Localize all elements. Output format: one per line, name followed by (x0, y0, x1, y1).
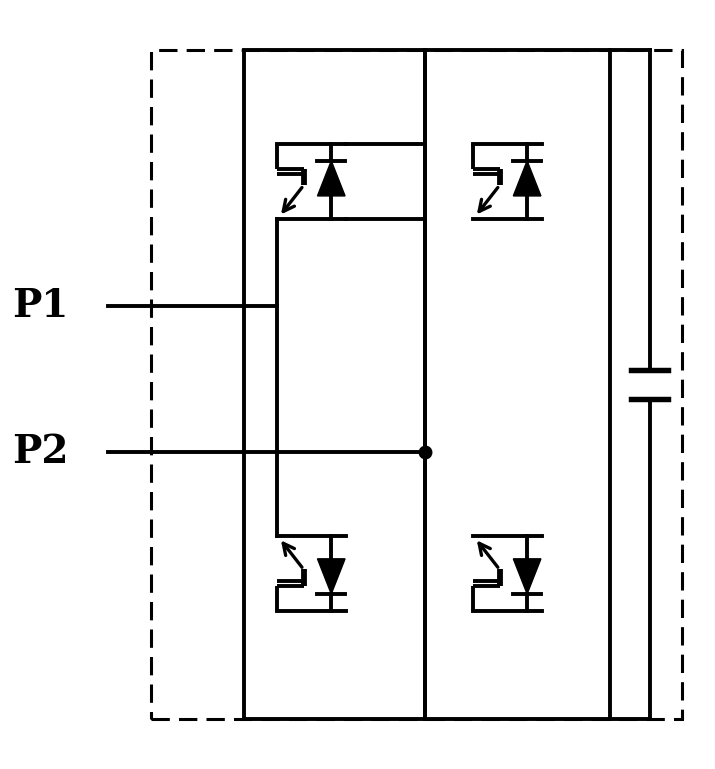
Bar (244, 50, 425, 719)
Polygon shape (513, 161, 541, 196)
Polygon shape (317, 559, 345, 594)
Bar (425, 50, 611, 719)
Text: P2: P2 (12, 433, 69, 471)
Polygon shape (513, 559, 541, 594)
Text: P1: P1 (12, 287, 69, 325)
Polygon shape (317, 161, 345, 196)
Bar (151, 50, 681, 719)
